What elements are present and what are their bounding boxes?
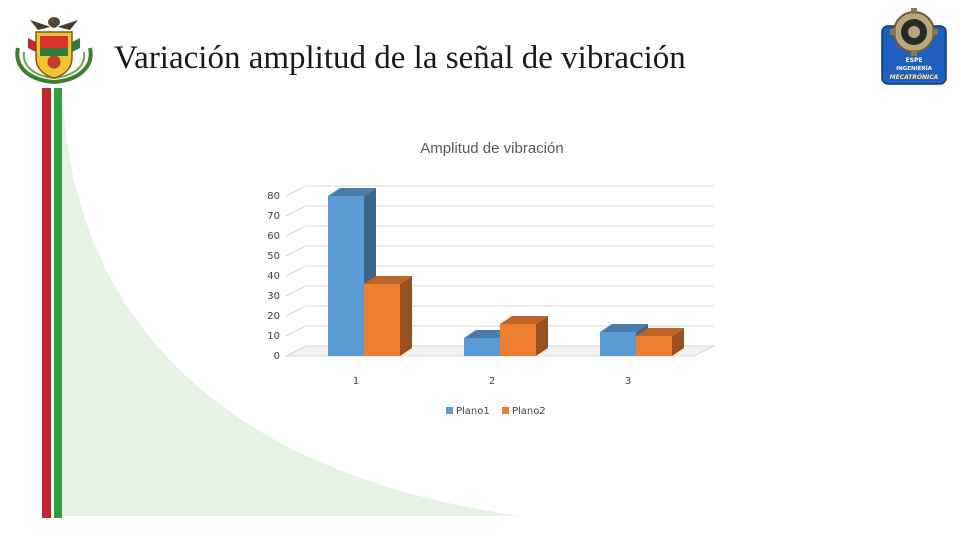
bar [636,328,684,356]
grid-line-diagonal [285,265,307,277]
bar-side [400,276,412,356]
y-tick-label: 80 [267,191,280,202]
bar-top [364,276,412,284]
y-tick-label: 40 [267,271,280,282]
grid-line-diagonal [285,285,307,297]
grid-line-diagonal [285,205,307,217]
grid-line-diagonal [285,185,307,197]
x-tick-label: 1 [353,376,359,387]
x-tick-label: 2 [489,376,495,387]
bar-front [500,324,536,356]
y-tick-label: 70 [267,211,280,222]
white-stripe [51,88,54,518]
slide-title: Variación amplitud de la señal de vibrac… [114,40,686,76]
bar-front [328,196,364,356]
grid-line-diagonal [285,245,307,257]
x-tick-label: 3 [625,376,631,387]
bar [364,276,412,356]
y-tick-label: 10 [267,331,280,342]
y-tick-label: 30 [267,291,280,302]
y-tick-label: 60 [267,231,280,242]
bar-top [600,324,648,332]
legend-swatch [446,407,453,414]
bar-side [672,328,684,356]
badge-text-espe: ESPE [906,57,923,64]
y-tick-label: 0 [274,351,280,362]
bar [500,316,548,356]
gear-mechatronics-badge-icon: ESPE INGENIERÍA MECATRÓNICA [878,6,950,88]
bar-front [636,336,672,356]
bar-front [600,332,636,356]
legend-label: Plano2 [512,406,546,417]
legend-label: Plano1 [456,406,490,417]
green-stripe [54,88,62,518]
badge-text-mecatronica: MECATRÓNICA [890,74,939,81]
chart-title: Amplitud de vibración [420,140,563,157]
grid-line-diagonal [285,305,307,317]
chart-legend: Plano1 Plano2 [446,406,546,417]
bar-top [500,316,548,324]
university-coat-of-arms-icon [8,8,100,85]
y-axis-ticks: 0 10 20 30 40 50 60 70 80 [267,191,280,362]
badge-text-ingenieria: INGENIERÍA [896,64,933,72]
bar-top [636,328,684,336]
green-wave-shape [62,88,520,516]
x-axis-ticks: 1 2 3 [353,376,631,387]
bar-front [464,338,500,356]
chart-container: Amplitud de vibración 0 10 20 30 40 50 60 70 80 … [262,128,732,424]
bar-front [364,284,400,356]
chart-bars [328,188,684,356]
y-tick-label: 20 [267,311,280,322]
bar-side [536,316,548,356]
bar-top [328,188,376,196]
bar-chart: Amplitud de vibración 01020304050607080 … [267,140,715,417]
grid-line-diagonal [285,325,307,337]
grid-line-diagonal [285,225,307,237]
red-stripe [42,88,51,518]
legend-swatch [502,407,509,414]
y-tick-label: 50 [267,251,280,262]
